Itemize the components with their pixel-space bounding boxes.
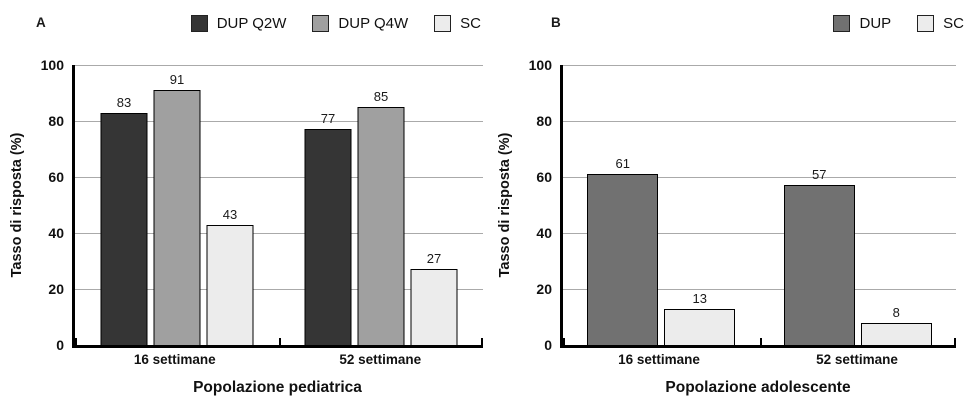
panel-letter: A bbox=[36, 15, 46, 30]
bar-value-label: 85 bbox=[373, 89, 389, 104]
bar-rect bbox=[664, 308, 736, 345]
gridline bbox=[563, 177, 956, 178]
legend-label: SC bbox=[943, 15, 964, 32]
gridline bbox=[75, 177, 483, 178]
legend-swatch bbox=[434, 15, 452, 32]
y-tick-label: 0 bbox=[544, 337, 552, 353]
bar-dup-q2w: 83 bbox=[100, 65, 148, 345]
legend-item-dup-q4w: DUP Q4W bbox=[312, 15, 408, 32]
gridline bbox=[563, 65, 956, 66]
y-tick-label: 60 bbox=[536, 169, 552, 185]
gridline bbox=[563, 233, 956, 234]
bar-group-16-settimane: 61 13 bbox=[587, 65, 736, 345]
legend-item-sc: SC bbox=[434, 15, 481, 32]
plot-area: 83 91 43 77 85 27 bbox=[72, 65, 483, 348]
legend-item-dup-q2w: DUP Q2W bbox=[190, 15, 287, 32]
legend-swatch bbox=[917, 15, 935, 32]
bar-group-52-settimane: 77 85 27 bbox=[304, 65, 458, 345]
legend-swatch bbox=[833, 15, 851, 32]
bar-rect bbox=[206, 224, 254, 345]
bar-rect bbox=[357, 107, 405, 345]
bar-rect bbox=[153, 90, 201, 345]
y-tick-label: 60 bbox=[48, 169, 64, 185]
legend-swatch bbox=[190, 15, 208, 32]
legend-label: DUP bbox=[859, 15, 892, 32]
gridline bbox=[563, 289, 956, 290]
panel-letter: B bbox=[551, 15, 561, 30]
legend: DUP SC bbox=[833, 15, 964, 32]
x-tick-mark bbox=[75, 338, 77, 345]
x-tick-mark bbox=[279, 338, 281, 345]
x-tick-mark bbox=[759, 338, 762, 345]
y-tick-label: 20 bbox=[48, 281, 64, 297]
gridline bbox=[563, 121, 956, 122]
gridline bbox=[75, 121, 483, 122]
bar-sc: 43 bbox=[206, 65, 254, 345]
y-tick-label: 40 bbox=[536, 225, 552, 241]
x-tick-mark bbox=[954, 338, 956, 345]
x-axis-title: Popolazione pediatrica bbox=[193, 379, 362, 396]
y-tick-label: 100 bbox=[40, 57, 64, 73]
bar-rect bbox=[783, 185, 855, 345]
x-tick-label: 52 settimane bbox=[339, 352, 422, 367]
x-tick-label: 16 settimane bbox=[133, 352, 216, 367]
plot-area: 61 13 57 8 bbox=[560, 65, 956, 348]
y-tick-label: 100 bbox=[528, 57, 552, 73]
legend-item-sc: SC bbox=[917, 15, 964, 32]
legend-label: SC bbox=[460, 15, 481, 32]
bar-dup-q2w: 77 bbox=[304, 65, 352, 345]
bar-sc: 8 bbox=[860, 65, 932, 345]
bar-rect bbox=[304, 129, 352, 345]
x-tick-label: 16 settimane bbox=[618, 352, 700, 367]
legend: DUP Q2W DUP Q4W SC bbox=[190, 15, 481, 32]
bar-rect bbox=[410, 269, 458, 345]
y-axis-tick-labels: 0 20 40 60 80 100 bbox=[488, 58, 552, 352]
gridline bbox=[75, 289, 483, 290]
bar-dup: 61 bbox=[587, 65, 659, 345]
x-axis-title: Popolazione adolescente bbox=[665, 379, 851, 396]
y-tick-label: 0 bbox=[56, 337, 64, 353]
bar-value-label: 91 bbox=[169, 72, 185, 88]
legend-swatch bbox=[312, 15, 330, 32]
bar-dup-q4w: 85 bbox=[357, 65, 405, 345]
bar-group-16-settimane: 83 91 43 bbox=[100, 65, 254, 345]
y-tick-label: 80 bbox=[536, 113, 552, 129]
legend-label: DUP Q2W bbox=[216, 15, 287, 32]
y-tick-label: 80 bbox=[48, 113, 64, 129]
legend-item-dup: DUP bbox=[833, 15, 891, 32]
bar-sc: 13 bbox=[664, 65, 736, 345]
bar-value-label: 13 bbox=[692, 290, 707, 306]
bar-rect bbox=[587, 174, 659, 345]
bar-value-label: 43 bbox=[222, 206, 238, 222]
gridline bbox=[75, 65, 483, 66]
y-axis-tick-labels: 0 20 40 60 80 100 bbox=[0, 58, 64, 352]
legend-label: DUP Q4W bbox=[338, 15, 409, 32]
bar-value-label: 8 bbox=[892, 304, 900, 320]
bar-value-label: 57 bbox=[812, 167, 827, 183]
panel-adolescent: B DUP SC Tasso di risposta (%) 0 20 40 60 80 1… bbox=[488, 0, 975, 415]
x-tick-mark bbox=[563, 338, 565, 345]
bar-rect bbox=[100, 112, 148, 345]
bar-dup: 57 bbox=[783, 65, 855, 345]
bar-dup-q4w: 91 bbox=[153, 65, 201, 345]
bar-value-label: 83 bbox=[116, 94, 132, 110]
bar-value-label: 77 bbox=[320, 111, 336, 127]
bar-value-label: 61 bbox=[615, 156, 630, 172]
x-tick-label: 52 settimane bbox=[816, 352, 898, 367]
x-tick-mark bbox=[481, 338, 483, 345]
y-tick-label: 20 bbox=[536, 281, 552, 297]
panel-pediatric: A DUP Q2W DUP Q4W SC Tasso di risposta (%)… bbox=[0, 0, 487, 415]
bar-sc: 27 bbox=[410, 65, 458, 345]
bar-value-label: 27 bbox=[426, 251, 442, 267]
x-axis-tick-labels: 16 settimane 52 settimane bbox=[560, 352, 956, 370]
bar-group-52-settimane: 57 8 bbox=[783, 65, 932, 345]
x-axis-tick-labels: 16 settimane 52 settimane bbox=[72, 352, 483, 370]
bar-rect bbox=[860, 322, 932, 345]
y-tick-label: 40 bbox=[48, 225, 64, 241]
gridline bbox=[75, 233, 483, 234]
